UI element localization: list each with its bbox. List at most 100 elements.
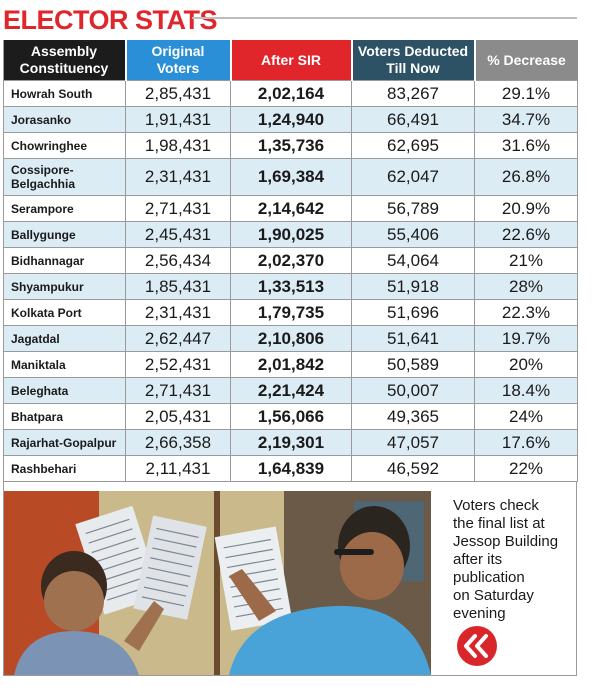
after-sir-cell: 1,33,513 xyxy=(230,273,352,300)
constituency-name: Rajarhat-Gopalpur xyxy=(3,429,126,456)
column-header-after-sir: After SIR xyxy=(230,40,353,81)
original-voters-cell: 2,66,358 xyxy=(125,429,231,456)
constituency-name: Shyampukur xyxy=(3,273,126,300)
constituency-name: Cossipore- Belgachhia xyxy=(3,158,126,196)
percent-decrease-cell: 22% xyxy=(474,455,578,482)
percent-decrease-cell: 31.6% xyxy=(474,132,578,159)
original-voters-cell: 2,52,431 xyxy=(125,351,231,378)
caption-line: Voters check xyxy=(453,497,539,514)
table-row: Serampore 2,71,431 2,14,642 56,789 20.9% xyxy=(3,195,578,222)
voters-deducted-cell: 47,057 xyxy=(351,429,475,456)
percent-decrease-cell: 29.1% xyxy=(474,80,578,107)
column-header-assembly-constituency: Assembly Constituency xyxy=(3,40,127,81)
column-header-decrease: % Decrease xyxy=(474,40,578,81)
original-voters-cell: 2,11,431 xyxy=(125,455,231,482)
original-voters-cell: 2,71,431 xyxy=(125,377,231,404)
constituency-name: Maniktala xyxy=(3,351,126,378)
toi-logo xyxy=(457,626,497,666)
table-row: Howrah South 2,85,431 2,02,164 83,267 29.1% xyxy=(3,80,578,107)
double-chevron-left-icon xyxy=(464,634,488,658)
caption-line: on Saturday xyxy=(453,587,534,604)
voters-deducted-cell: 51,696 xyxy=(351,299,475,326)
table-body: Howrah South 2,85,431 2,02,164 83,267 29.1% J… xyxy=(3,80,578,482)
after-sir-cell: 1,64,839 xyxy=(230,455,352,482)
photo-caption: Voters check the final list at Jessop Buil… xyxy=(453,497,573,623)
constituency-name: Chowringhee xyxy=(3,132,126,159)
column-header-voters-deducted-till-now: Voters Deducted Till Now xyxy=(351,40,476,81)
table-header-row: Assembly Constituency Original Voters After … xyxy=(3,40,578,81)
constituency-name: Beleghata xyxy=(3,377,126,404)
voters-deducted-cell: 50,007 xyxy=(351,377,475,404)
after-sir-cell: 1,56,066 xyxy=(230,403,352,430)
percent-decrease-cell: 26.8% xyxy=(474,158,578,196)
constituency-name: Rashbehari xyxy=(3,455,126,482)
original-voters-cell: 2,85,431 xyxy=(125,80,231,107)
table-row: Ballygunge 2,45,431 1,90,025 55,406 22.6% xyxy=(3,221,578,248)
table-row: Bhatpara 2,05,431 1,56,066 49,365 24% xyxy=(3,403,578,430)
table-row: Cossipore- Belgachhia 2,31,431 1,69,384 62,0… xyxy=(3,158,578,196)
table-row: Bidhannagar 2,56,434 2,02,370 54,064 21% xyxy=(3,247,578,274)
table-row: Rajarhat-Gopalpur 2,66,358 2,19,301 47,057 1… xyxy=(3,429,578,456)
voters-deducted-cell: 54,064 xyxy=(351,247,475,274)
table-row: Beleghata 2,71,431 2,21,424 50,007 18.4% xyxy=(3,377,578,404)
elector-stats-table: Assembly Constituency Original Voters After … xyxy=(3,40,578,482)
voters-deducted-cell: 50,589 xyxy=(351,351,475,378)
table-row: Shyampukur 1,85,431 1,33,513 51,918 28% xyxy=(3,273,578,300)
percent-decrease-cell: 19.7% xyxy=(474,325,578,352)
percent-decrease-cell: 28% xyxy=(474,273,578,300)
voters-deducted-cell: 62,695 xyxy=(351,132,475,159)
original-voters-cell: 1,91,431 xyxy=(125,106,231,133)
percent-decrease-cell: 20.9% xyxy=(474,195,578,222)
after-sir-cell: 2,02,164 xyxy=(230,80,352,107)
caption-line: publication xyxy=(453,569,525,586)
voters-deducted-cell: 66,491 xyxy=(351,106,475,133)
caption-line: the final list at xyxy=(453,515,545,532)
constituency-name: Jagatdal xyxy=(3,325,126,352)
caption-line: after its xyxy=(453,551,503,568)
constituency-name: Bhatpara xyxy=(3,403,126,430)
voters-deducted-cell: 51,918 xyxy=(351,273,475,300)
table-row: Jorasanko 1,91,431 1,24,940 66,491 34.7% xyxy=(3,106,578,133)
after-sir-cell: 1,24,940 xyxy=(230,106,352,133)
after-sir-cell: 2,02,370 xyxy=(230,247,352,274)
after-sir-cell: 2,01,842 xyxy=(230,351,352,378)
after-sir-cell: 2,14,642 xyxy=(230,195,352,222)
after-sir-cell: 1,79,735 xyxy=(230,299,352,326)
table-row: Jagatdal 2,62,447 2,10,806 51,641 19.7% xyxy=(3,325,578,352)
constituency-name: Jorasanko xyxy=(3,106,126,133)
original-voters-cell: 2,45,431 xyxy=(125,221,231,248)
table-row: Maniktala 2,52,431 2,01,842 50,589 20% xyxy=(3,351,578,378)
table-row: Kolkata Port 2,31,431 1,79,735 51,696 22.3% xyxy=(3,299,578,326)
title-divider xyxy=(192,17,577,19)
voters-deducted-cell: 46,592 xyxy=(351,455,475,482)
voters-deducted-cell: 55,406 xyxy=(351,221,475,248)
after-sir-cell: 1,69,384 xyxy=(230,158,352,196)
percent-decrease-cell: 17.6% xyxy=(474,429,578,456)
original-voters-cell: 2,62,447 xyxy=(125,325,231,352)
constituency-name: Howrah South xyxy=(3,80,126,107)
original-voters-cell: 2,56,434 xyxy=(125,247,231,274)
table-row: Rashbehari 2,11,431 1,64,839 46,592 22% xyxy=(3,455,578,482)
caption-line: evening xyxy=(453,605,506,622)
original-voters-cell: 2,71,431 xyxy=(125,195,231,222)
table-row: Chowringhee 1,98,431 1,35,736 62,695 31.6% xyxy=(3,132,578,159)
original-voters-cell: 1,98,431 xyxy=(125,132,231,159)
constituency-name: Kolkata Port xyxy=(3,299,126,326)
column-header-original-voters: Original Voters xyxy=(125,40,232,81)
original-voters-cell: 2,05,431 xyxy=(125,403,231,430)
constituency-name: Serampore xyxy=(3,195,126,222)
percent-decrease-cell: 24% xyxy=(474,403,578,430)
original-voters-cell: 1,85,431 xyxy=(125,273,231,300)
page-title: ELECTOR STATS xyxy=(3,5,218,35)
percent-decrease-cell: 21% xyxy=(474,247,578,274)
voters-deducted-cell: 49,365 xyxy=(351,403,475,430)
after-sir-cell: 1,90,025 xyxy=(230,221,352,248)
constituency-name: Bidhannagar xyxy=(3,247,126,274)
voters-deducted-cell: 56,789 xyxy=(351,195,475,222)
voters-deducted-cell: 83,267 xyxy=(351,80,475,107)
after-sir-cell: 2,21,424 xyxy=(230,377,352,404)
after-sir-cell: 1,35,736 xyxy=(230,132,352,159)
photo-voters-checking-list xyxy=(4,491,431,675)
percent-decrease-cell: 18.4% xyxy=(474,377,578,404)
news-photo-illustration xyxy=(4,491,431,675)
